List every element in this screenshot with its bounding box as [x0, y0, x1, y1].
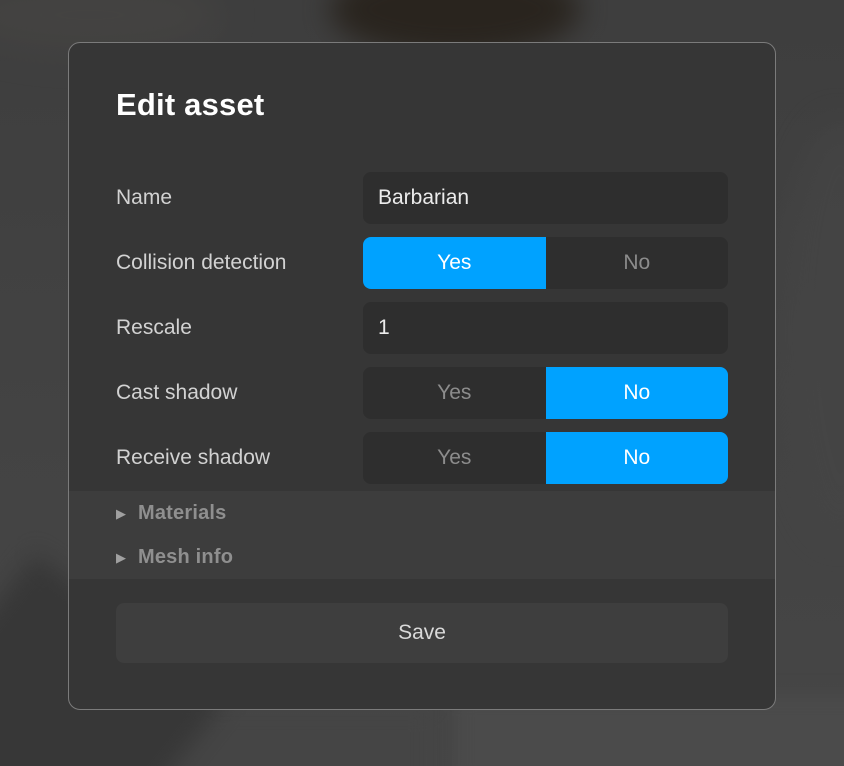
collision-detection-yes-option[interactable]: Yes: [363, 237, 546, 289]
form-row-collision-detection: Collision detection Yes No: [116, 237, 728, 289]
collision-detection-toggle: Yes No: [363, 237, 728, 289]
form-row-receive-shadow: Receive shadow Yes No: [116, 432, 728, 484]
asset-form: Name Collision detection Yes No Rescale …: [69, 172, 775, 484]
mesh-info-section-label: Mesh info: [138, 545, 234, 568]
receive-shadow-toggle: Yes No: [363, 432, 728, 484]
chevron-right-icon: ▶: [116, 549, 126, 565]
section-mesh-info[interactable]: ▶ Mesh info: [69, 535, 775, 579]
rescale-control: [363, 302, 728, 354]
name-label: Name: [116, 186, 173, 209]
receive-shadow-yes-option[interactable]: Yes: [437, 446, 472, 469]
edit-asset-dialog: Edit asset Name Collision detection Yes …: [68, 42, 776, 710]
collision-detection-no-option[interactable]: No: [623, 251, 651, 274]
save-button[interactable]: Save: [116, 603, 728, 663]
rescale-input[interactable]: [363, 302, 728, 354]
cast-shadow-yes-option[interactable]: Yes: [437, 381, 472, 404]
cast-shadow-no-option[interactable]: No: [545, 367, 728, 419]
chevron-right-icon: ▶: [116, 505, 126, 521]
dialog-title: Edit asset: [116, 87, 265, 122]
collapsible-sections-band: ▶ Materials ▶ Mesh info: [69, 491, 775, 579]
cast-shadow-toggle: Yes No: [363, 367, 728, 419]
materials-section-label: Materials: [138, 501, 227, 524]
form-row-rescale: Rescale: [116, 302, 728, 354]
backdrop-blur-shape: [780, 120, 844, 540]
rescale-label: Rescale: [116, 316, 192, 339]
section-materials[interactable]: ▶ Materials: [69, 491, 775, 535]
cast-shadow-label: Cast shadow: [116, 381, 238, 404]
form-row-name: Name: [116, 172, 728, 224]
receive-shadow-label: Receive shadow: [116, 446, 271, 469]
name-control: [363, 172, 728, 224]
receive-shadow-no-option[interactable]: No: [545, 432, 728, 484]
form-row-cast-shadow: Cast shadow Yes No: [116, 367, 728, 419]
collision-detection-label: Collision detection: [116, 251, 287, 274]
name-input[interactable]: [363, 172, 728, 224]
